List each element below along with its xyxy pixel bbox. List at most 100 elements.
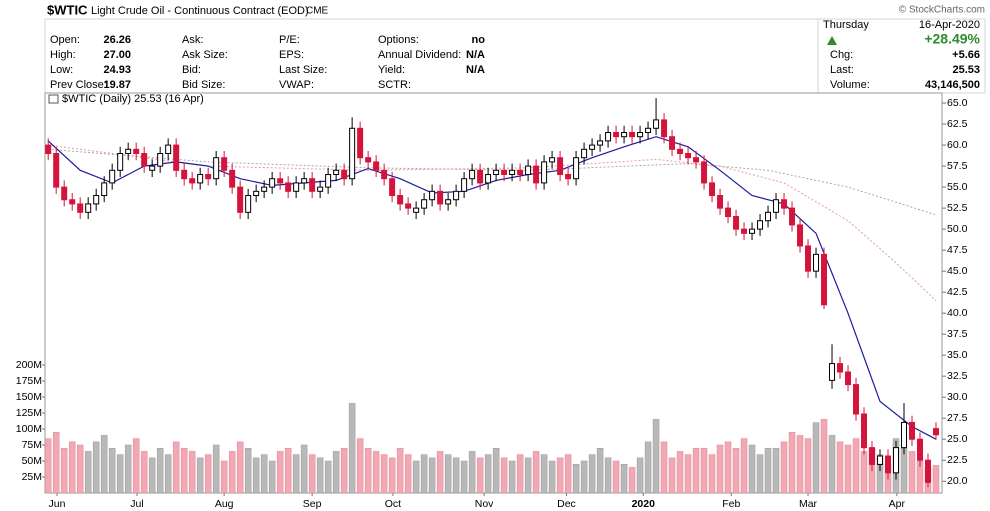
volume-bar bbox=[540, 454, 548, 494]
candle-body bbox=[525, 165, 532, 176]
volume-bar bbox=[908, 451, 916, 494]
exchange: CME bbox=[306, 6, 329, 17]
volume-bar bbox=[772, 447, 780, 494]
volume-bar bbox=[564, 454, 572, 494]
legend: $WTIC (Daily) 25.53 (16 Apr) bbox=[62, 93, 204, 105]
volume-bar bbox=[276, 451, 284, 494]
candle-body bbox=[77, 203, 84, 213]
volume-bar bbox=[300, 444, 308, 494]
volume-bar bbox=[780, 441, 788, 494]
candle-body bbox=[917, 438, 924, 461]
volume-bar bbox=[516, 454, 524, 494]
brand: © StockCharts.com bbox=[899, 5, 985, 16]
day: Thursday bbox=[823, 19, 869, 31]
candle-body bbox=[725, 207, 732, 218]
candle-body bbox=[805, 245, 812, 272]
y-tick-label: 22.5 bbox=[947, 454, 968, 466]
field-label: Yield: bbox=[378, 64, 405, 76]
y2-tick-label: 25M bbox=[22, 471, 42, 483]
volume-bar bbox=[804, 438, 812, 494]
field-label: Prev Close: bbox=[50, 79, 107, 91]
volume-bar bbox=[116, 454, 124, 494]
volume-bar bbox=[68, 441, 76, 494]
volume-bar bbox=[420, 454, 428, 494]
candle-body bbox=[701, 161, 708, 184]
field-label: EPS: bbox=[279, 49, 304, 61]
candle-body bbox=[357, 127, 364, 159]
volume-bar bbox=[660, 441, 668, 494]
volume-bar bbox=[708, 454, 716, 494]
candle-body bbox=[349, 127, 356, 180]
volume-bar bbox=[692, 447, 700, 494]
volume-bar bbox=[596, 447, 604, 494]
candle-body bbox=[149, 165, 156, 171]
candle-body bbox=[381, 169, 388, 180]
candle-body bbox=[485, 174, 492, 184]
candle-body bbox=[885, 455, 892, 474]
x-tick-label: Oct bbox=[385, 498, 401, 510]
volume-bar bbox=[652, 419, 660, 494]
candle-body bbox=[829, 363, 836, 381]
candle-body bbox=[181, 169, 188, 180]
y-tick-label: 50.0 bbox=[947, 223, 968, 235]
candle-body bbox=[213, 157, 220, 180]
volume-bar bbox=[684, 454, 692, 494]
volume-bar bbox=[500, 457, 508, 494]
volume-bar bbox=[572, 463, 580, 494]
candle-body bbox=[749, 228, 756, 234]
candle-body bbox=[429, 190, 436, 201]
y-tick-label: 62.5 bbox=[947, 118, 968, 130]
candle-body bbox=[549, 157, 556, 163]
field-label: Ask: bbox=[182, 34, 203, 46]
volume-bar bbox=[172, 441, 180, 494]
x-tick-label: Sep bbox=[303, 498, 322, 510]
y-tick-label: 65.0 bbox=[947, 97, 968, 109]
y2-tick-label: 50M bbox=[22, 455, 42, 467]
candle-body bbox=[685, 153, 692, 159]
candle-body bbox=[717, 195, 724, 209]
candle-body bbox=[733, 216, 740, 230]
volume-bar bbox=[532, 451, 540, 494]
field-label: Bid Size: bbox=[182, 79, 225, 91]
candle-body bbox=[45, 144, 52, 155]
volume-bar bbox=[92, 441, 100, 494]
volume-bar bbox=[252, 457, 260, 494]
candle-body bbox=[421, 199, 428, 209]
volume-bar bbox=[828, 435, 836, 494]
field-label: High: bbox=[50, 49, 76, 61]
volume-bar bbox=[356, 438, 364, 494]
candle-body bbox=[205, 174, 212, 180]
candle-body bbox=[509, 169, 516, 176]
field-value: 19.87 bbox=[103, 79, 131, 91]
candle-body bbox=[53, 153, 60, 188]
candle-body bbox=[157, 153, 164, 167]
volume-bar bbox=[228, 451, 236, 494]
candle-body bbox=[469, 169, 476, 180]
volume-bar bbox=[740, 438, 748, 494]
candle-body bbox=[333, 169, 340, 176]
candle-body bbox=[661, 119, 668, 138]
instrument-name: Light Crude Oil - Continuous Contract (E… bbox=[91, 5, 309, 17]
candle-body bbox=[781, 199, 788, 209]
volume-bar bbox=[412, 460, 420, 494]
candle-body bbox=[861, 413, 868, 449]
field-label: Bid: bbox=[182, 64, 201, 76]
candle-body bbox=[693, 157, 700, 163]
x-tick-label: Aug bbox=[215, 498, 234, 510]
volume-bar bbox=[748, 444, 756, 494]
candle-body bbox=[621, 131, 628, 138]
candle-body bbox=[293, 182, 300, 192]
field-value: N/A bbox=[466, 49, 485, 61]
candle-body bbox=[285, 182, 292, 192]
y-tick-label: 30.0 bbox=[947, 391, 968, 403]
field-value: N/A bbox=[466, 64, 485, 76]
y-tick-label: 27.5 bbox=[947, 412, 968, 424]
volume-bar bbox=[244, 447, 252, 494]
candle-body bbox=[629, 131, 636, 138]
stat-value: +5.66 bbox=[952, 49, 980, 61]
volume-bar bbox=[428, 457, 436, 494]
symbol: $WTIC bbox=[47, 2, 88, 17]
candle-body bbox=[453, 190, 460, 201]
field-label: Ask Size: bbox=[182, 49, 228, 61]
